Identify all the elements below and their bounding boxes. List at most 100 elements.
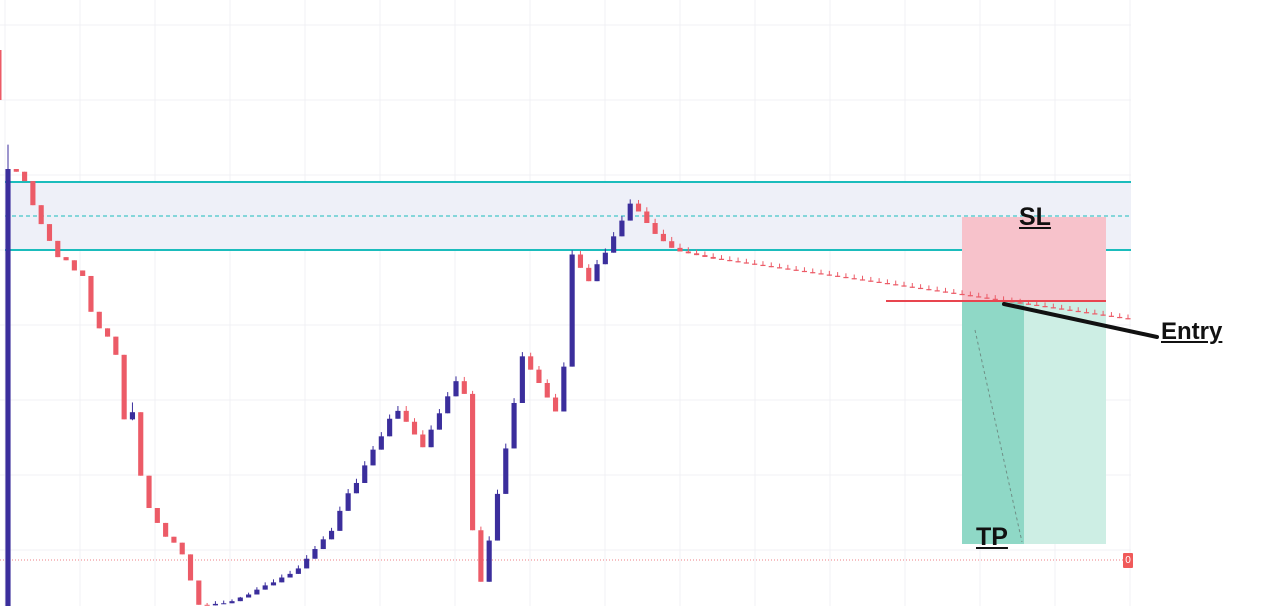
candle[interactable] — [1042, 302, 1048, 308]
candle[interactable] — [328, 527, 335, 540]
candle[interactable] — [677, 243, 683, 252]
candle[interactable] — [876, 278, 882, 284]
candle[interactable] — [918, 284, 924, 290]
candle[interactable] — [602, 248, 608, 265]
candle[interactable] — [967, 291, 973, 297]
candle[interactable] — [702, 251, 708, 257]
candle[interactable] — [992, 295, 998, 300]
candle[interactable] — [88, 275, 94, 312]
candle[interactable] — [984, 293, 990, 299]
candle[interactable] — [38, 205, 44, 225]
candle[interactable] — [279, 574, 285, 583]
candle[interactable] — [237, 596, 243, 602]
candle[interactable] — [486, 536, 492, 582]
candle[interactable] — [760, 261, 766, 267]
candle[interactable] — [818, 269, 824, 275]
candle[interactable] — [859, 275, 866, 281]
candle[interactable] — [453, 376, 459, 397]
candle[interactable] — [519, 352, 525, 403]
candle[interactable] — [1108, 312, 1114, 317]
candle[interactable] — [669, 236, 675, 248]
candle[interactable] — [942, 287, 949, 293]
candle[interactable] — [594, 259, 600, 282]
candle[interactable] — [494, 489, 501, 541]
candle[interactable] — [503, 443, 509, 494]
candle[interactable] — [710, 253, 716, 259]
candle[interactable] — [270, 579, 277, 586]
candle[interactable] — [154, 508, 160, 523]
candle[interactable] — [743, 258, 749, 264]
candle[interactable] — [1075, 307, 1081, 313]
candle[interactable] — [901, 281, 907, 287]
candle[interactable] — [785, 264, 791, 270]
candle[interactable] — [926, 285, 932, 291]
candles[interactable] — [5, 144, 1131, 606]
candle[interactable] — [163, 522, 169, 537]
candle[interactable] — [104, 328, 111, 337]
candle[interactable] — [577, 250, 584, 268]
candle[interactable] — [826, 270, 832, 276]
candle[interactable] — [611, 232, 617, 253]
candle[interactable] — [445, 392, 451, 414]
candle[interactable] — [951, 289, 957, 294]
candle[interactable] — [511, 398, 517, 449]
candle[interactable] — [619, 216, 625, 237]
candle[interactable] — [370, 446, 376, 466]
candle[interactable] — [121, 354, 127, 420]
candle[interactable] — [1059, 304, 1065, 310]
candle[interactable] — [30, 181, 36, 206]
candle[interactable] — [171, 536, 177, 543]
candle[interactable] — [304, 555, 310, 569]
candle[interactable] — [411, 418, 418, 435]
candle[interactable] — [1125, 314, 1131, 320]
candle[interactable] — [552, 393, 559, 412]
candle[interactable] — [246, 592, 252, 598]
candle[interactable] — [934, 286, 940, 292]
candle[interactable] — [254, 587, 260, 595]
candle[interactable] — [13, 169, 19, 172]
candle[interactable] — [586, 264, 592, 282]
candle[interactable] — [320, 536, 326, 550]
candle[interactable] — [1067, 306, 1073, 311]
candle[interactable] — [461, 376, 467, 394]
candle[interactable] — [312, 546, 318, 559]
candle[interactable] — [627, 199, 633, 221]
candle[interactable] — [893, 280, 899, 286]
candle[interactable] — [561, 362, 567, 412]
candle[interactable] — [569, 250, 575, 367]
candle[interactable] — [229, 599, 235, 604]
candle[interactable] — [80, 270, 86, 276]
candle[interactable] — [478, 526, 484, 582]
candle[interactable] — [959, 290, 965, 296]
candle[interactable] — [146, 475, 152, 509]
candle[interactable] — [470, 390, 476, 531]
candle[interactable] — [752, 259, 758, 265]
candle[interactable] — [801, 267, 808, 273]
candle[interactable] — [5, 144, 11, 606]
candle[interactable] — [362, 461, 368, 483]
candle[interactable] — [776, 263, 783, 269]
candle[interactable] — [204, 602, 210, 606]
candle[interactable] — [793, 266, 799, 271]
candle[interactable] — [652, 218, 658, 234]
candle[interactable] — [544, 379, 550, 398]
candle[interactable] — [694, 249, 700, 256]
candle[interactable] — [22, 171, 28, 182]
candle[interactable] — [129, 402, 136, 421]
candle[interactable] — [851, 274, 857, 280]
candle[interactable] — [403, 406, 409, 422]
candle[interactable] — [1050, 303, 1056, 309]
candle[interactable] — [909, 283, 915, 288]
candle[interactable] — [179, 542, 185, 555]
candle[interactable] — [221, 600, 227, 605]
candle[interactable] — [635, 199, 642, 212]
candle[interactable] — [295, 565, 301, 574]
candle[interactable] — [1100, 310, 1106, 316]
candle[interactable] — [96, 311, 102, 329]
candle[interactable] — [395, 406, 401, 419]
candle[interactable] — [378, 432, 384, 450]
candle[interactable] — [868, 276, 874, 282]
candle[interactable] — [113, 336, 119, 355]
candle[interactable] — [1117, 313, 1123, 319]
candle[interactable] — [337, 506, 343, 531]
